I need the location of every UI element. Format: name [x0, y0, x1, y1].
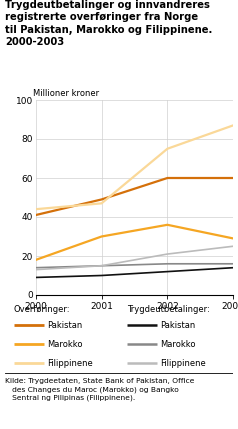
Text: Overføringer:: Overføringer:: [14, 305, 70, 314]
Text: Trygdeutbetalinger:: Trygdeutbetalinger:: [127, 305, 210, 314]
Text: Marokko: Marokko: [161, 340, 196, 349]
Text: Millioner kroner: Millioner kroner: [33, 89, 99, 98]
Text: Pakistan: Pakistan: [47, 321, 83, 330]
Text: Pakistan: Pakistan: [161, 321, 196, 330]
Text: Filippinene: Filippinene: [47, 359, 93, 368]
Text: Marokko: Marokko: [47, 340, 83, 349]
Text: Kilde: Trygdeetaten, State Bank of Pakistan, Office
   des Changes du Maroc (Mar: Kilde: Trygdeetaten, State Bank of Pakis…: [5, 378, 194, 402]
Text: Trygdeutbetalinger og innvandreres
registrerte overføringer fra Norge
til Pakist: Trygdeutbetalinger og innvandreres regis…: [5, 0, 212, 47]
Text: Filippinene: Filippinene: [161, 359, 206, 368]
